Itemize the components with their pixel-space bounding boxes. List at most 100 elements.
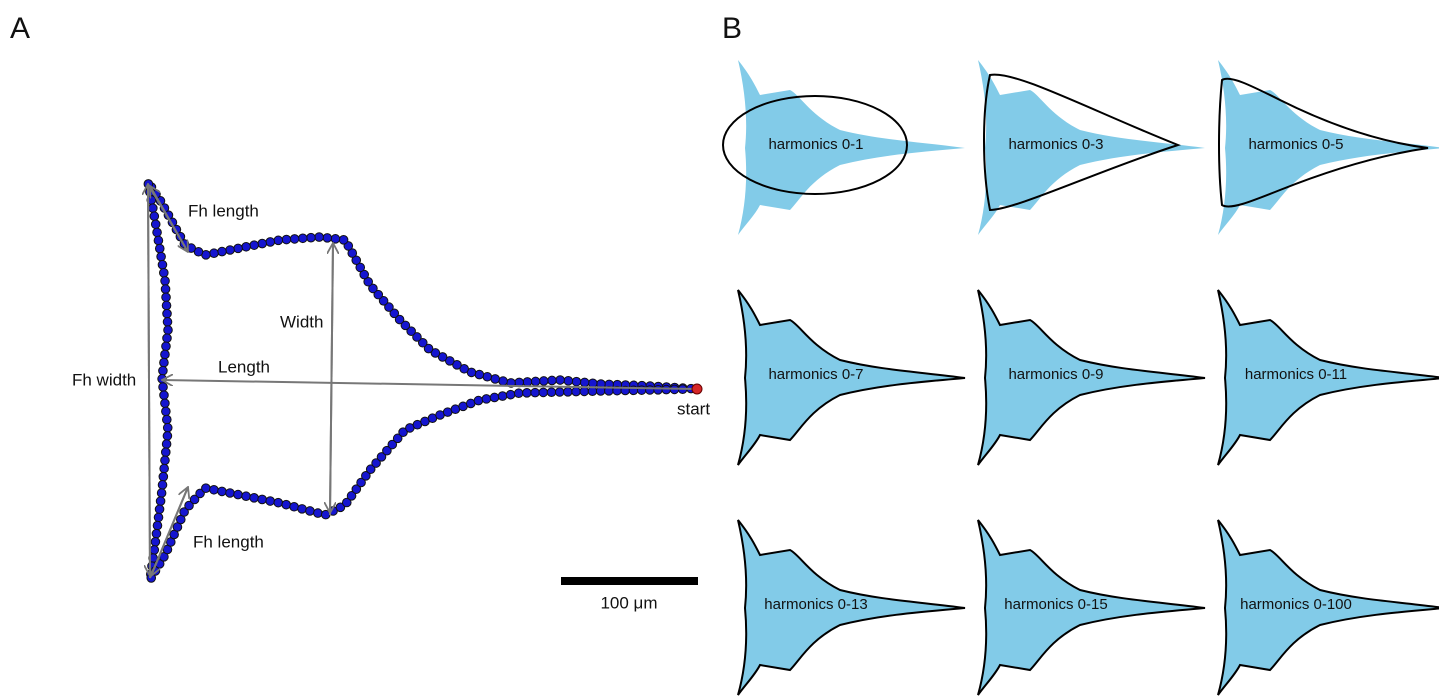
outline-point bbox=[149, 545, 160, 555]
outline-point bbox=[281, 499, 291, 510]
outline-point bbox=[389, 308, 400, 319]
outline-point bbox=[394, 314, 405, 325]
outline-point bbox=[159, 390, 169, 400]
outline-point bbox=[489, 392, 500, 403]
scale-bar bbox=[561, 577, 698, 585]
panel-label: B bbox=[722, 12, 742, 45]
outline-point bbox=[149, 211, 160, 222]
annotation: start bbox=[677, 399, 710, 418]
outline-point bbox=[452, 360, 462, 370]
outline-point bbox=[152, 520, 163, 531]
outline-point bbox=[538, 387, 549, 398]
outline-point bbox=[306, 232, 316, 243]
outline-point bbox=[351, 484, 362, 494]
outline-point bbox=[150, 219, 161, 230]
outline-point bbox=[154, 243, 165, 254]
outline-point bbox=[209, 484, 219, 495]
outline-point bbox=[265, 496, 275, 506]
outline-point bbox=[241, 491, 251, 502]
outline-point bbox=[157, 480, 168, 490]
outline-point bbox=[376, 452, 387, 462]
outline-point bbox=[160, 398, 170, 409]
annotation: Fh length bbox=[193, 532, 264, 551]
outline-point bbox=[225, 245, 235, 255]
outline-point bbox=[474, 369, 485, 380]
harmonic-fit bbox=[722, 95, 908, 195]
outline-point bbox=[382, 445, 392, 456]
outline-point bbox=[159, 357, 169, 368]
reconstruction-label: harmonics 0-5 bbox=[1248, 136, 1343, 153]
outline-point bbox=[241, 241, 251, 252]
outline-point bbox=[459, 363, 469, 374]
outline-point bbox=[162, 431, 173, 441]
reconstruction-label: harmonics 0-3 bbox=[1008, 136, 1103, 153]
outline-point bbox=[179, 507, 189, 517]
reconstruction-label: harmonics 0-11 bbox=[1245, 366, 1347, 383]
outline-point bbox=[430, 348, 441, 358]
outline-point bbox=[368, 283, 378, 294]
outline-point bbox=[645, 385, 655, 395]
outline-point bbox=[257, 238, 268, 249]
outline-point bbox=[361, 471, 371, 481]
outline-point bbox=[400, 320, 411, 331]
outline-point bbox=[322, 233, 333, 243]
outline-point bbox=[150, 536, 161, 547]
reconstructions: harmonics 0-1 harmonics 0-3 harmonics 0-5 h… bbox=[722, 60, 1439, 696]
outline-point bbox=[387, 439, 398, 450]
reconstruction: harmonics 0-7 bbox=[737, 289, 966, 466]
outline-point bbox=[314, 232, 324, 242]
outline-point bbox=[384, 302, 394, 312]
harmonic-fit bbox=[983, 73, 1181, 212]
outline-point bbox=[154, 504, 165, 515]
reconstruction-label: harmonics 0-9 bbox=[1008, 366, 1103, 383]
outline-point bbox=[371, 458, 381, 468]
annotation: Fh width bbox=[72, 370, 136, 389]
outline-point bbox=[530, 387, 540, 398]
outline-point bbox=[412, 332, 422, 342]
outline-point bbox=[273, 497, 284, 508]
reconstruction: harmonics 0-1 bbox=[722, 60, 965, 235]
outline-point bbox=[554, 387, 565, 397]
outline-point bbox=[505, 389, 516, 400]
outline-point bbox=[417, 337, 428, 348]
outline-point bbox=[265, 237, 276, 247]
outline-point bbox=[305, 506, 315, 516]
outline-point bbox=[547, 375, 557, 386]
outline-point bbox=[297, 504, 307, 514]
measurements bbox=[148, 184, 698, 579]
outline-point bbox=[661, 384, 672, 395]
panel-label: A bbox=[10, 12, 30, 45]
outline-point bbox=[157, 259, 168, 270]
outline-point bbox=[160, 276, 170, 286]
outline-point bbox=[189, 494, 200, 505]
outline-point bbox=[217, 246, 227, 257]
outline-point bbox=[497, 391, 508, 401]
reconstruction: harmonics 0-5 bbox=[1218, 60, 1439, 235]
outline-point bbox=[249, 240, 259, 250]
outline-point bbox=[522, 388, 532, 398]
outline-point bbox=[563, 387, 573, 397]
outline-point bbox=[423, 343, 434, 354]
outline-point bbox=[233, 243, 243, 254]
outline-point bbox=[163, 325, 173, 335]
outline-point bbox=[530, 376, 541, 387]
outline-point bbox=[297, 233, 308, 244]
outline-point bbox=[160, 447, 171, 458]
outline-point bbox=[201, 483, 211, 493]
outline-point bbox=[161, 300, 172, 311]
outline-point bbox=[161, 406, 171, 417]
outline-point bbox=[273, 235, 284, 246]
outline-point bbox=[209, 248, 219, 259]
outline-point bbox=[490, 374, 500, 384]
outline-point bbox=[233, 489, 243, 500]
reconstruction-label: harmonics 0-15 bbox=[1004, 596, 1107, 613]
outline-point bbox=[156, 488, 167, 498]
outline-point bbox=[346, 491, 357, 501]
outline-point bbox=[160, 455, 170, 466]
outline-point bbox=[378, 296, 389, 306]
outline-point bbox=[162, 317, 173, 327]
outline-point bbox=[152, 227, 162, 238]
outline-point bbox=[579, 377, 590, 388]
reconstruction-label: harmonics 0-13 bbox=[764, 596, 867, 613]
outline-point bbox=[341, 497, 352, 508]
